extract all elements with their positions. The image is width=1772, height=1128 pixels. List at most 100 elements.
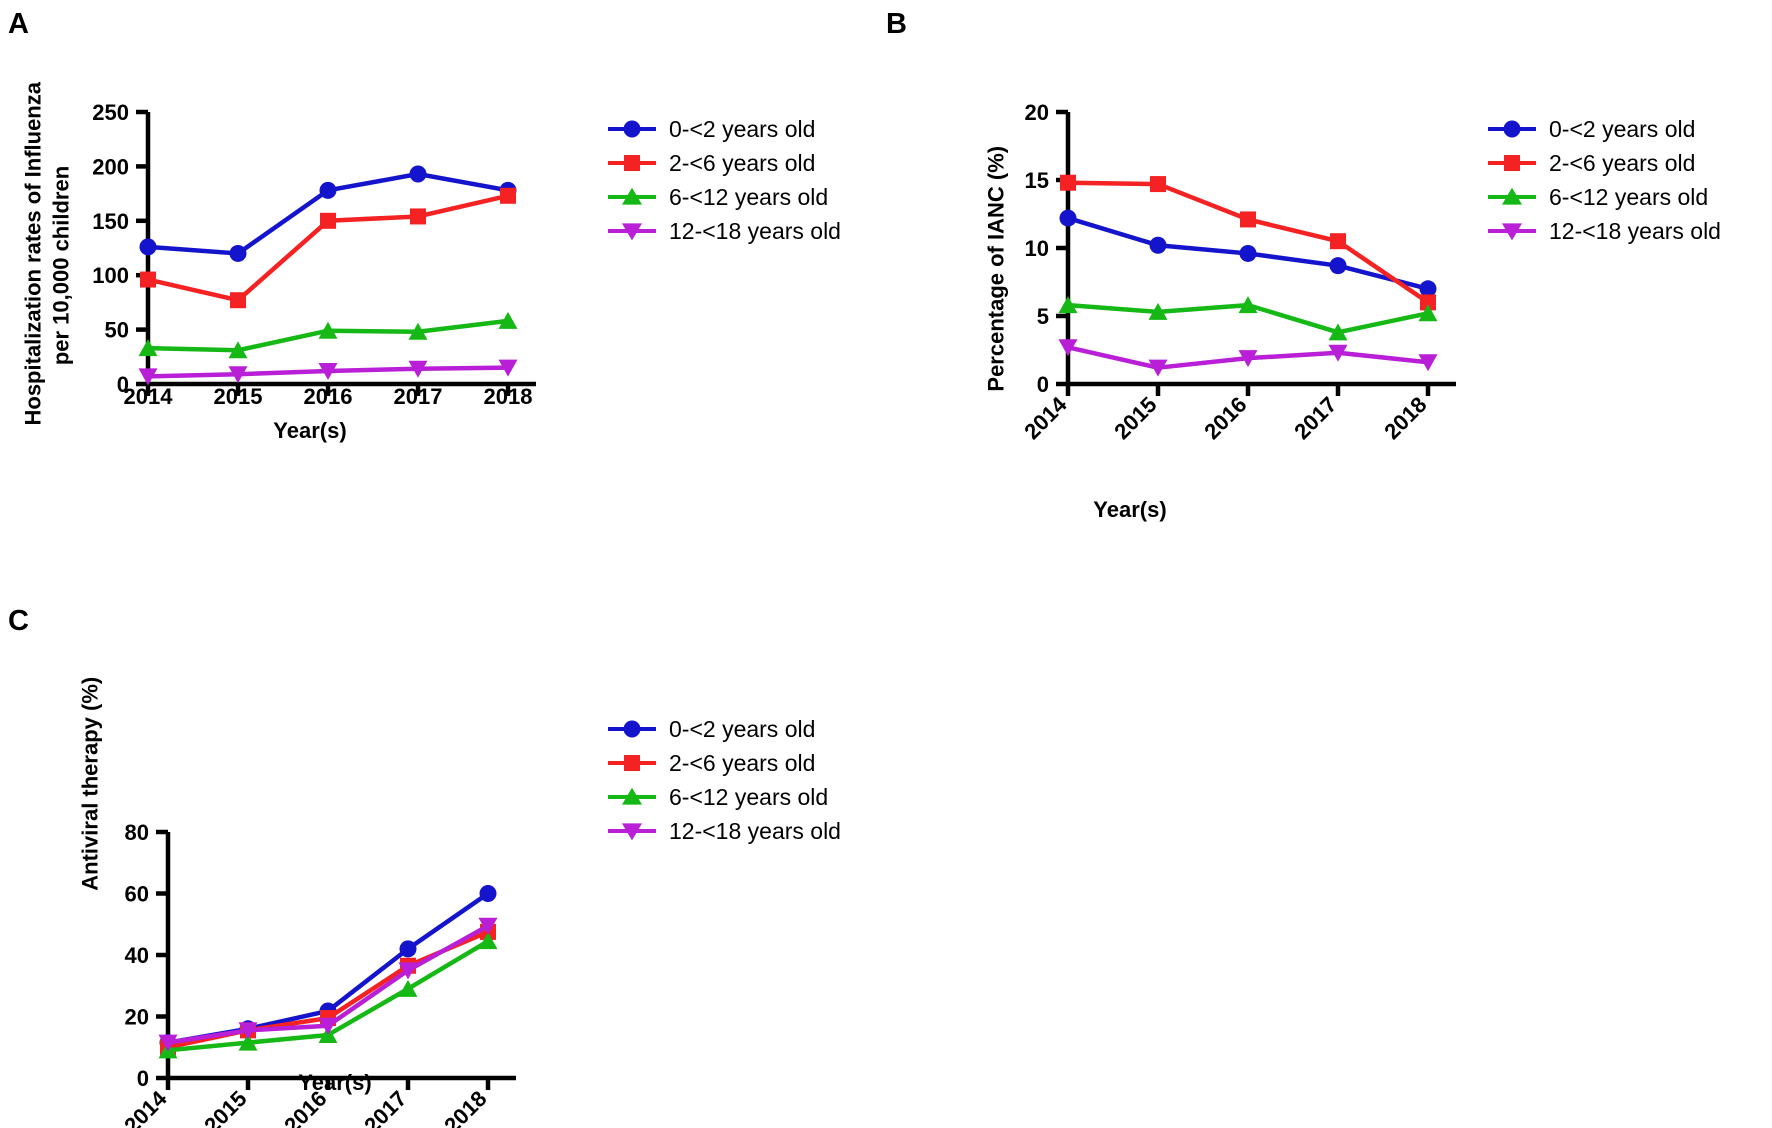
legend-label: 2-<6 years old: [669, 749, 816, 776]
data-point-marker: [138, 368, 158, 386]
y-tick-label: 50: [105, 318, 129, 343]
legend-marker-0-2-icon: [1488, 119, 1536, 139]
legend-label: 0-<2 years old: [669, 715, 816, 742]
panel-a-plot: 0 50 100 150 200 250 2014 2015 2016 2017 2018: [0, 0, 620, 430]
data-point-marker: [1238, 296, 1258, 314]
data-point-marker: [1420, 294, 1436, 311]
y-tick-label: 0: [137, 1066, 149, 1091]
legend-marker-12-18-icon: [608, 221, 656, 241]
legend-item[interactable]: 2-<6 years old: [608, 146, 841, 180]
x-tick-label: 2014: [124, 384, 174, 409]
y-tick-label: 100: [92, 263, 129, 288]
data-point-marker: [1150, 176, 1166, 193]
x-tick-label: 2017: [394, 384, 443, 409]
y-tick-label: 250: [92, 100, 129, 125]
data-point-marker: [498, 311, 518, 329]
legend-item[interactable]: 12-<18 years old: [608, 814, 841, 848]
legend-item[interactable]: 6-<12 years old: [608, 180, 841, 214]
y-tick-label: 60: [125, 882, 149, 907]
data-point-marker: [138, 339, 158, 357]
data-point-marker: [1330, 233, 1346, 250]
panel-letter-a: A: [8, 8, 29, 40]
y-tick-label: 80: [125, 820, 149, 845]
data-point-marker: [1060, 174, 1076, 191]
legend-label: 12-<18 years old: [669, 217, 841, 244]
legend-label: 12-<18 years old: [669, 817, 841, 844]
y-tick-label: 200: [92, 154, 129, 179]
legend-item[interactable]: 12-<18 years old: [1488, 214, 1721, 248]
data-point-marker: [398, 979, 418, 997]
legend-item[interactable]: 6-<12 years old: [1488, 180, 1721, 214]
legend-item[interactable]: 6-<12 years old: [608, 780, 841, 814]
data-point-marker: [1149, 236, 1167, 254]
data-point-marker: [478, 932, 498, 950]
y-tick-label: 40: [125, 943, 149, 968]
panel-c-x-axis-title: Year(s): [298, 1070, 372, 1095]
data-point-marker: [399, 940, 417, 958]
data-point-marker: [319, 181, 337, 199]
y-tick-label: 10: [1025, 236, 1049, 261]
data-point-marker: [1238, 350, 1258, 368]
y-tick-label: 5: [1037, 304, 1049, 329]
panel-letter-c: C: [8, 605, 29, 637]
legend-label: 12-<18 years old: [1549, 217, 1721, 244]
data-point-marker: [398, 962, 418, 980]
y-tick-label: 20: [125, 1005, 149, 1030]
legend-item[interactable]: 12-<18 years old: [608, 214, 841, 248]
y-tick-label: 20: [1025, 100, 1049, 125]
data-point-marker: [478, 917, 498, 935]
data-point-marker: [230, 292, 246, 309]
legend-marker-2-6-icon: [608, 753, 656, 773]
data-point-marker: [1058, 339, 1078, 357]
data-point-marker: [1240, 211, 1256, 228]
x-tick-label: 2016: [1199, 392, 1251, 444]
x-tick-label: 2017: [1289, 392, 1341, 444]
data-point-marker: [408, 322, 428, 340]
data-point-marker: [238, 1022, 258, 1040]
data-point-marker: [498, 359, 518, 377]
data-point-marker: [408, 360, 428, 378]
y-tick-label: 15: [1025, 168, 1049, 193]
data-point-marker: [139, 238, 157, 256]
legend-marker-12-18-icon: [608, 821, 656, 841]
data-point-marker: [318, 362, 338, 380]
panel-b-legend: 0-<2 years old 2-<6 years old 6-<12 year…: [1488, 112, 1721, 248]
x-tick-label: 2016: [304, 384, 353, 409]
data-point-marker: [1239, 244, 1257, 262]
legend-label: 6-<12 years old: [1549, 183, 1709, 210]
data-point-marker: [1148, 302, 1168, 320]
panel-a-legend: 0-<2 years old 2-<6 years old 6-<12 year…: [608, 112, 841, 248]
legend-item[interactable]: 2-<6 years old: [1488, 146, 1721, 180]
data-point-marker: [1059, 209, 1077, 227]
legend-marker-2-6-icon: [608, 153, 656, 173]
legend-label: 0-<2 years old: [669, 115, 816, 142]
data-point-marker: [1418, 354, 1438, 372]
panel-b-x-axis-title: Year(s): [1093, 497, 1167, 522]
legend-item[interactable]: 0-<2 years old: [608, 712, 841, 746]
data-point-marker: [1148, 359, 1168, 377]
data-point-marker: [500, 187, 516, 204]
x-tick-label: 2018: [1379, 392, 1431, 444]
data-point-marker: [410, 208, 426, 225]
data-point-marker: [318, 1017, 338, 1035]
data-point-marker: [320, 212, 336, 229]
y-tick-label: 0: [117, 372, 129, 397]
legend-marker-6-12-icon: [1488, 187, 1536, 207]
data-point-marker: [228, 366, 248, 384]
data-point-marker: [1418, 304, 1438, 322]
legend-item[interactable]: 2-<6 years old: [608, 746, 841, 780]
legend-item[interactable]: 0-<2 years old: [608, 112, 841, 146]
series-line: [1065, 180, 1431, 305]
data-point-marker: [1328, 323, 1348, 341]
data-point-marker: [1419, 280, 1437, 298]
legend-marker-0-2-icon: [608, 719, 656, 739]
panel-c-legend: 0-<2 years old 2-<6 years old 6-<12 year…: [608, 712, 841, 848]
legend-marker-0-2-icon: [608, 119, 656, 139]
y-tick-label: 0: [1037, 372, 1049, 397]
x-tick-label: 2015: [214, 384, 263, 409]
panel-b-plot: 0 5 10 15 20 2014 2015 2016 2017 2018: [880, 0, 1500, 470]
legend-item[interactable]: 0-<2 years old: [1488, 112, 1721, 146]
data-point-marker: [409, 165, 427, 183]
data-point-marker: [1328, 344, 1348, 362]
legend-label: 2-<6 years old: [1549, 149, 1696, 176]
